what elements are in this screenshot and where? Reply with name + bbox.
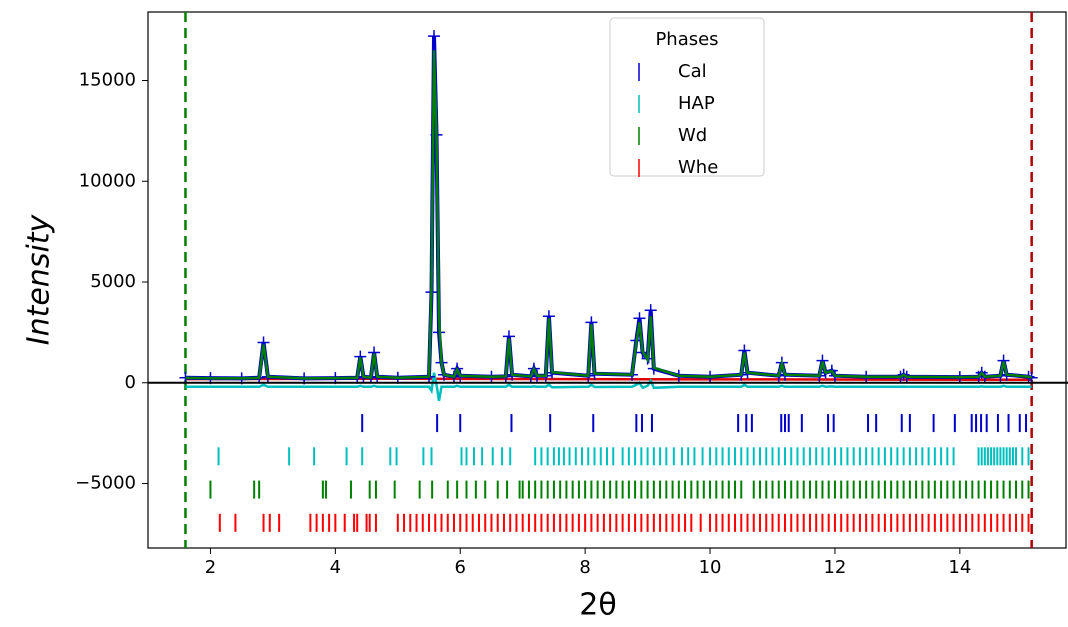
x-tick-label: 14 bbox=[948, 557, 971, 578]
y-tick-label: 15000 bbox=[79, 70, 136, 91]
y-tick-label: 10000 bbox=[79, 170, 136, 191]
x-tick-label: 2 bbox=[205, 557, 216, 578]
x-tick-label: 6 bbox=[455, 557, 466, 578]
legend-title: Phases bbox=[655, 29, 718, 50]
y-axis-title: Intensity bbox=[22, 213, 57, 345]
legend-label: HAP bbox=[678, 93, 715, 114]
legend-box bbox=[609, 17, 765, 177]
observed-point bbox=[428, 30, 441, 43]
x-tick-label: 10 bbox=[699, 557, 722, 578]
x-tick-label: 4 bbox=[330, 557, 341, 578]
legend-label: Whe bbox=[678, 157, 718, 178]
x-tick-label: 12 bbox=[823, 557, 846, 578]
legend-label: Wd bbox=[678, 125, 707, 146]
observed-point bbox=[644, 304, 657, 317]
y-tick-label: −5000 bbox=[75, 473, 136, 494]
y-tick-label: 5000 bbox=[90, 271, 136, 292]
plot-frame bbox=[147, 11, 1067, 549]
legend-label: Cal bbox=[678, 61, 707, 82]
x-axis-title: 2θ bbox=[579, 588, 616, 623]
profile-line bbox=[185, 372, 1032, 402]
x-tick-label: 8 bbox=[579, 557, 590, 578]
y-tick-label: 0 bbox=[125, 372, 136, 393]
profile-line bbox=[185, 36, 1033, 381]
profile-line bbox=[185, 50, 1033, 380]
